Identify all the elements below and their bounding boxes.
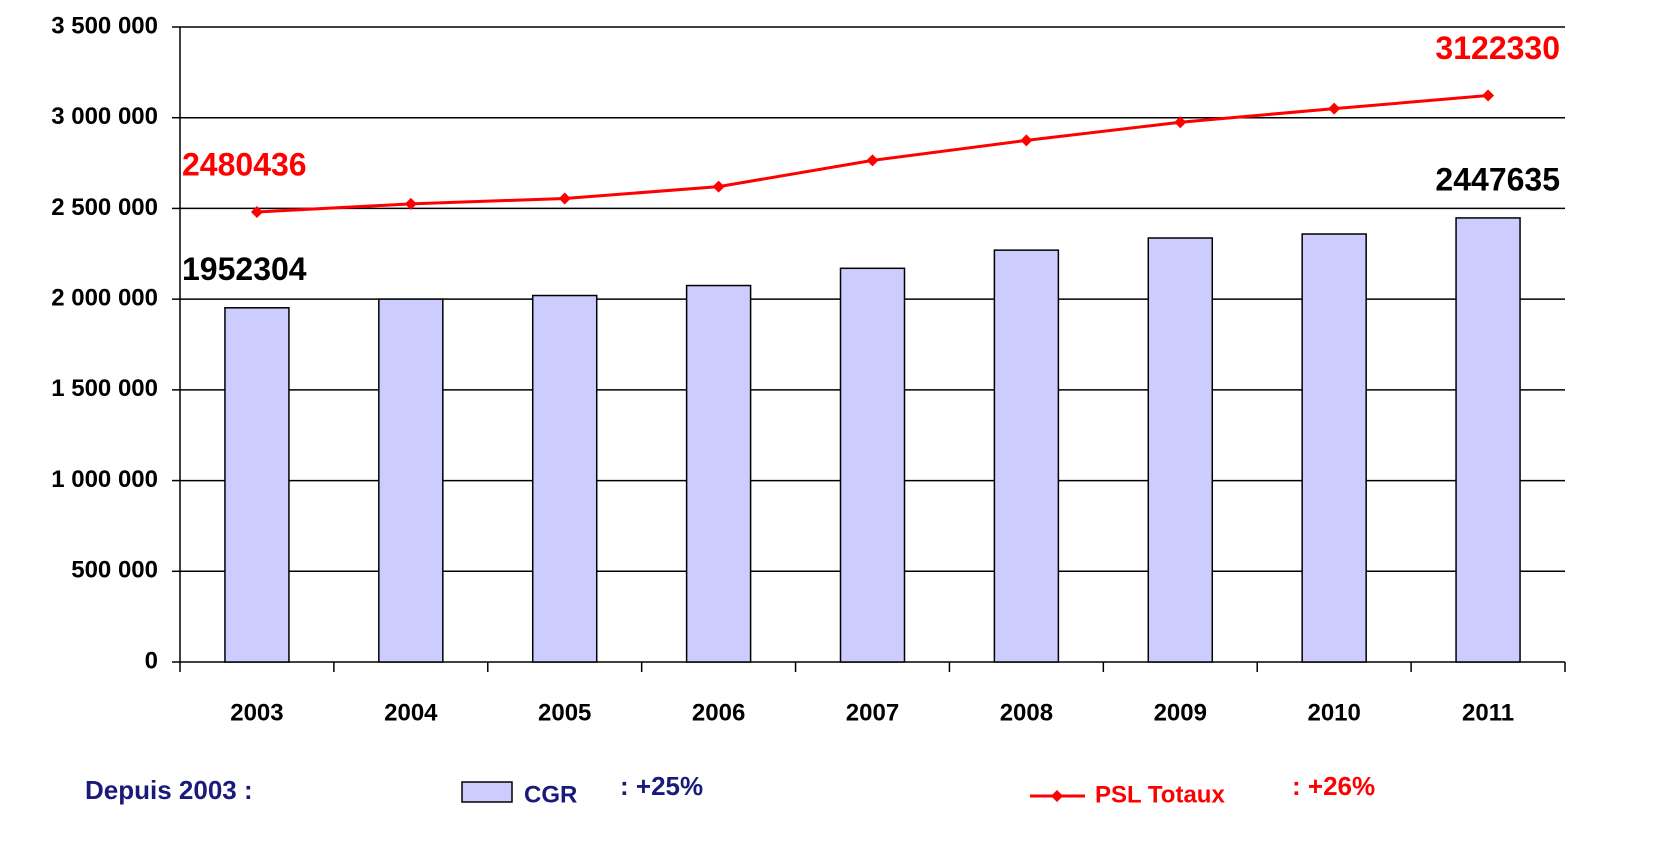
x-tick-label: 2009 bbox=[1154, 699, 1207, 726]
y-tick-label: 1 500 000 bbox=[51, 375, 158, 402]
data-label: 2480436 bbox=[182, 146, 307, 182]
marker bbox=[1482, 89, 1495, 102]
bar bbox=[993, 249, 1060, 663]
legend-label: CGR bbox=[524, 781, 577, 808]
marker bbox=[1328, 102, 1341, 115]
y-tick-label: 2 000 000 bbox=[51, 284, 158, 311]
x-tick-label: 2005 bbox=[538, 699, 591, 726]
marker bbox=[404, 197, 417, 210]
legend-change: : +26% bbox=[1292, 771, 1375, 801]
marker bbox=[1174, 116, 1187, 129]
marker bbox=[712, 180, 725, 193]
bar bbox=[224, 307, 290, 663]
bar bbox=[531, 294, 598, 663]
legend-swatch bbox=[461, 781, 513, 803]
legend-marker bbox=[1051, 790, 1063, 802]
bar bbox=[1301, 233, 1367, 663]
marker bbox=[1020, 134, 1033, 147]
line bbox=[256, 94, 1489, 214]
legend-change: : +25% bbox=[620, 771, 703, 801]
bar bbox=[839, 267, 906, 663]
bar bbox=[1455, 217, 1521, 663]
bar bbox=[1147, 237, 1214, 663]
x-tick-label: 2003 bbox=[230, 699, 283, 726]
x-tick-label: 2004 bbox=[384, 699, 438, 726]
legend-label: PSL Totaux bbox=[1095, 781, 1225, 808]
marker bbox=[866, 154, 879, 167]
x-tick-label: 2007 bbox=[846, 699, 899, 726]
data-label: 3122330 bbox=[1435, 30, 1560, 66]
x-tick-label: 2006 bbox=[692, 699, 745, 726]
bar bbox=[685, 284, 752, 663]
data-label: 2447635 bbox=[1435, 161, 1560, 197]
data-label: 1952304 bbox=[182, 251, 307, 287]
x-tick-label: 2010 bbox=[1307, 699, 1360, 726]
bar bbox=[378, 298, 444, 663]
note: Depuis 2003 : bbox=[85, 775, 253, 805]
y-tick-label: 1 000 000 bbox=[51, 466, 158, 493]
marker bbox=[558, 192, 571, 205]
x-tick-label: 2011 bbox=[1462, 699, 1514, 726]
x-tick-label: 2008 bbox=[1000, 699, 1053, 726]
y-tick-label: 0 bbox=[145, 647, 158, 674]
y-tick-label: 3 000 000 bbox=[51, 103, 158, 130]
y-tick-label: 2 500 000 bbox=[51, 194, 158, 221]
y-tick-label: 500 000 bbox=[71, 557, 158, 584]
y-tick-label: 3 500 000 bbox=[51, 12, 158, 39]
marker bbox=[250, 205, 263, 218]
